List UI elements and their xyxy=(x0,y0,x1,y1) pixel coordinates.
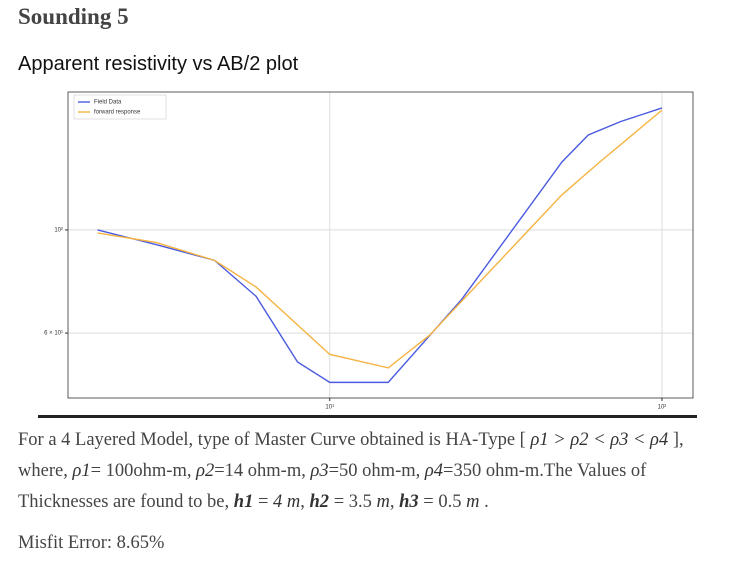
math: h1 xyxy=(233,492,254,512)
math: h2 xyxy=(309,492,330,512)
math: ρ2 xyxy=(196,461,215,481)
text: = 0.5 xyxy=(418,492,467,512)
math: 4 m xyxy=(273,492,301,512)
y-tick-label: 10² xyxy=(54,228,63,234)
legend-box xyxy=(73,94,167,120)
text: = 100ohm-m, xyxy=(90,461,197,481)
x-tick-label: 10² xyxy=(658,405,667,411)
misfit: Misfit Error: 8.65% xyxy=(18,533,165,553)
math: m xyxy=(376,492,390,512)
text: = xyxy=(253,492,274,512)
heading: Sounding 5 xyxy=(18,4,129,29)
series-line xyxy=(97,109,663,369)
text: , xyxy=(300,492,310,512)
chart: 10¹ 10² 10² 6 × 10¹ Field Data forward respon… xyxy=(44,91,694,411)
legend-label: forward response xyxy=(94,110,141,116)
math: ρ1 > ρ2 < ρ3 < ρ4 xyxy=(530,430,669,450)
text: , xyxy=(389,492,400,512)
math: h3 xyxy=(399,492,419,512)
subheading: Apparent resistivity vs AB/2 plot xyxy=(18,53,299,75)
paragraph: For a 4 Layered Model, type of Master Cu… xyxy=(18,425,718,518)
math: ρ3 xyxy=(310,461,329,481)
math: ρ1 xyxy=(72,461,91,481)
text: = 3.5 xyxy=(329,492,377,512)
text: =50 ohm-m, xyxy=(328,461,425,481)
text: . xyxy=(479,492,489,512)
x-tick-label: 10¹ xyxy=(325,405,334,411)
math: ρ4 xyxy=(424,461,444,481)
math: m xyxy=(466,492,480,512)
divider xyxy=(38,415,697,418)
text: For a 4 Layered Model, type of Master Cu… xyxy=(18,430,531,450)
legend-label: Field Data xyxy=(94,100,122,106)
y-tick-label: 6 × 10¹ xyxy=(44,331,63,337)
text: =350 ohm-m.The Values of Thicknesses are… xyxy=(18,461,647,512)
series-line xyxy=(97,107,663,384)
plot-frame xyxy=(67,91,694,399)
text: =14 ohm-m, xyxy=(214,461,311,481)
text: ], where, xyxy=(18,430,684,481)
